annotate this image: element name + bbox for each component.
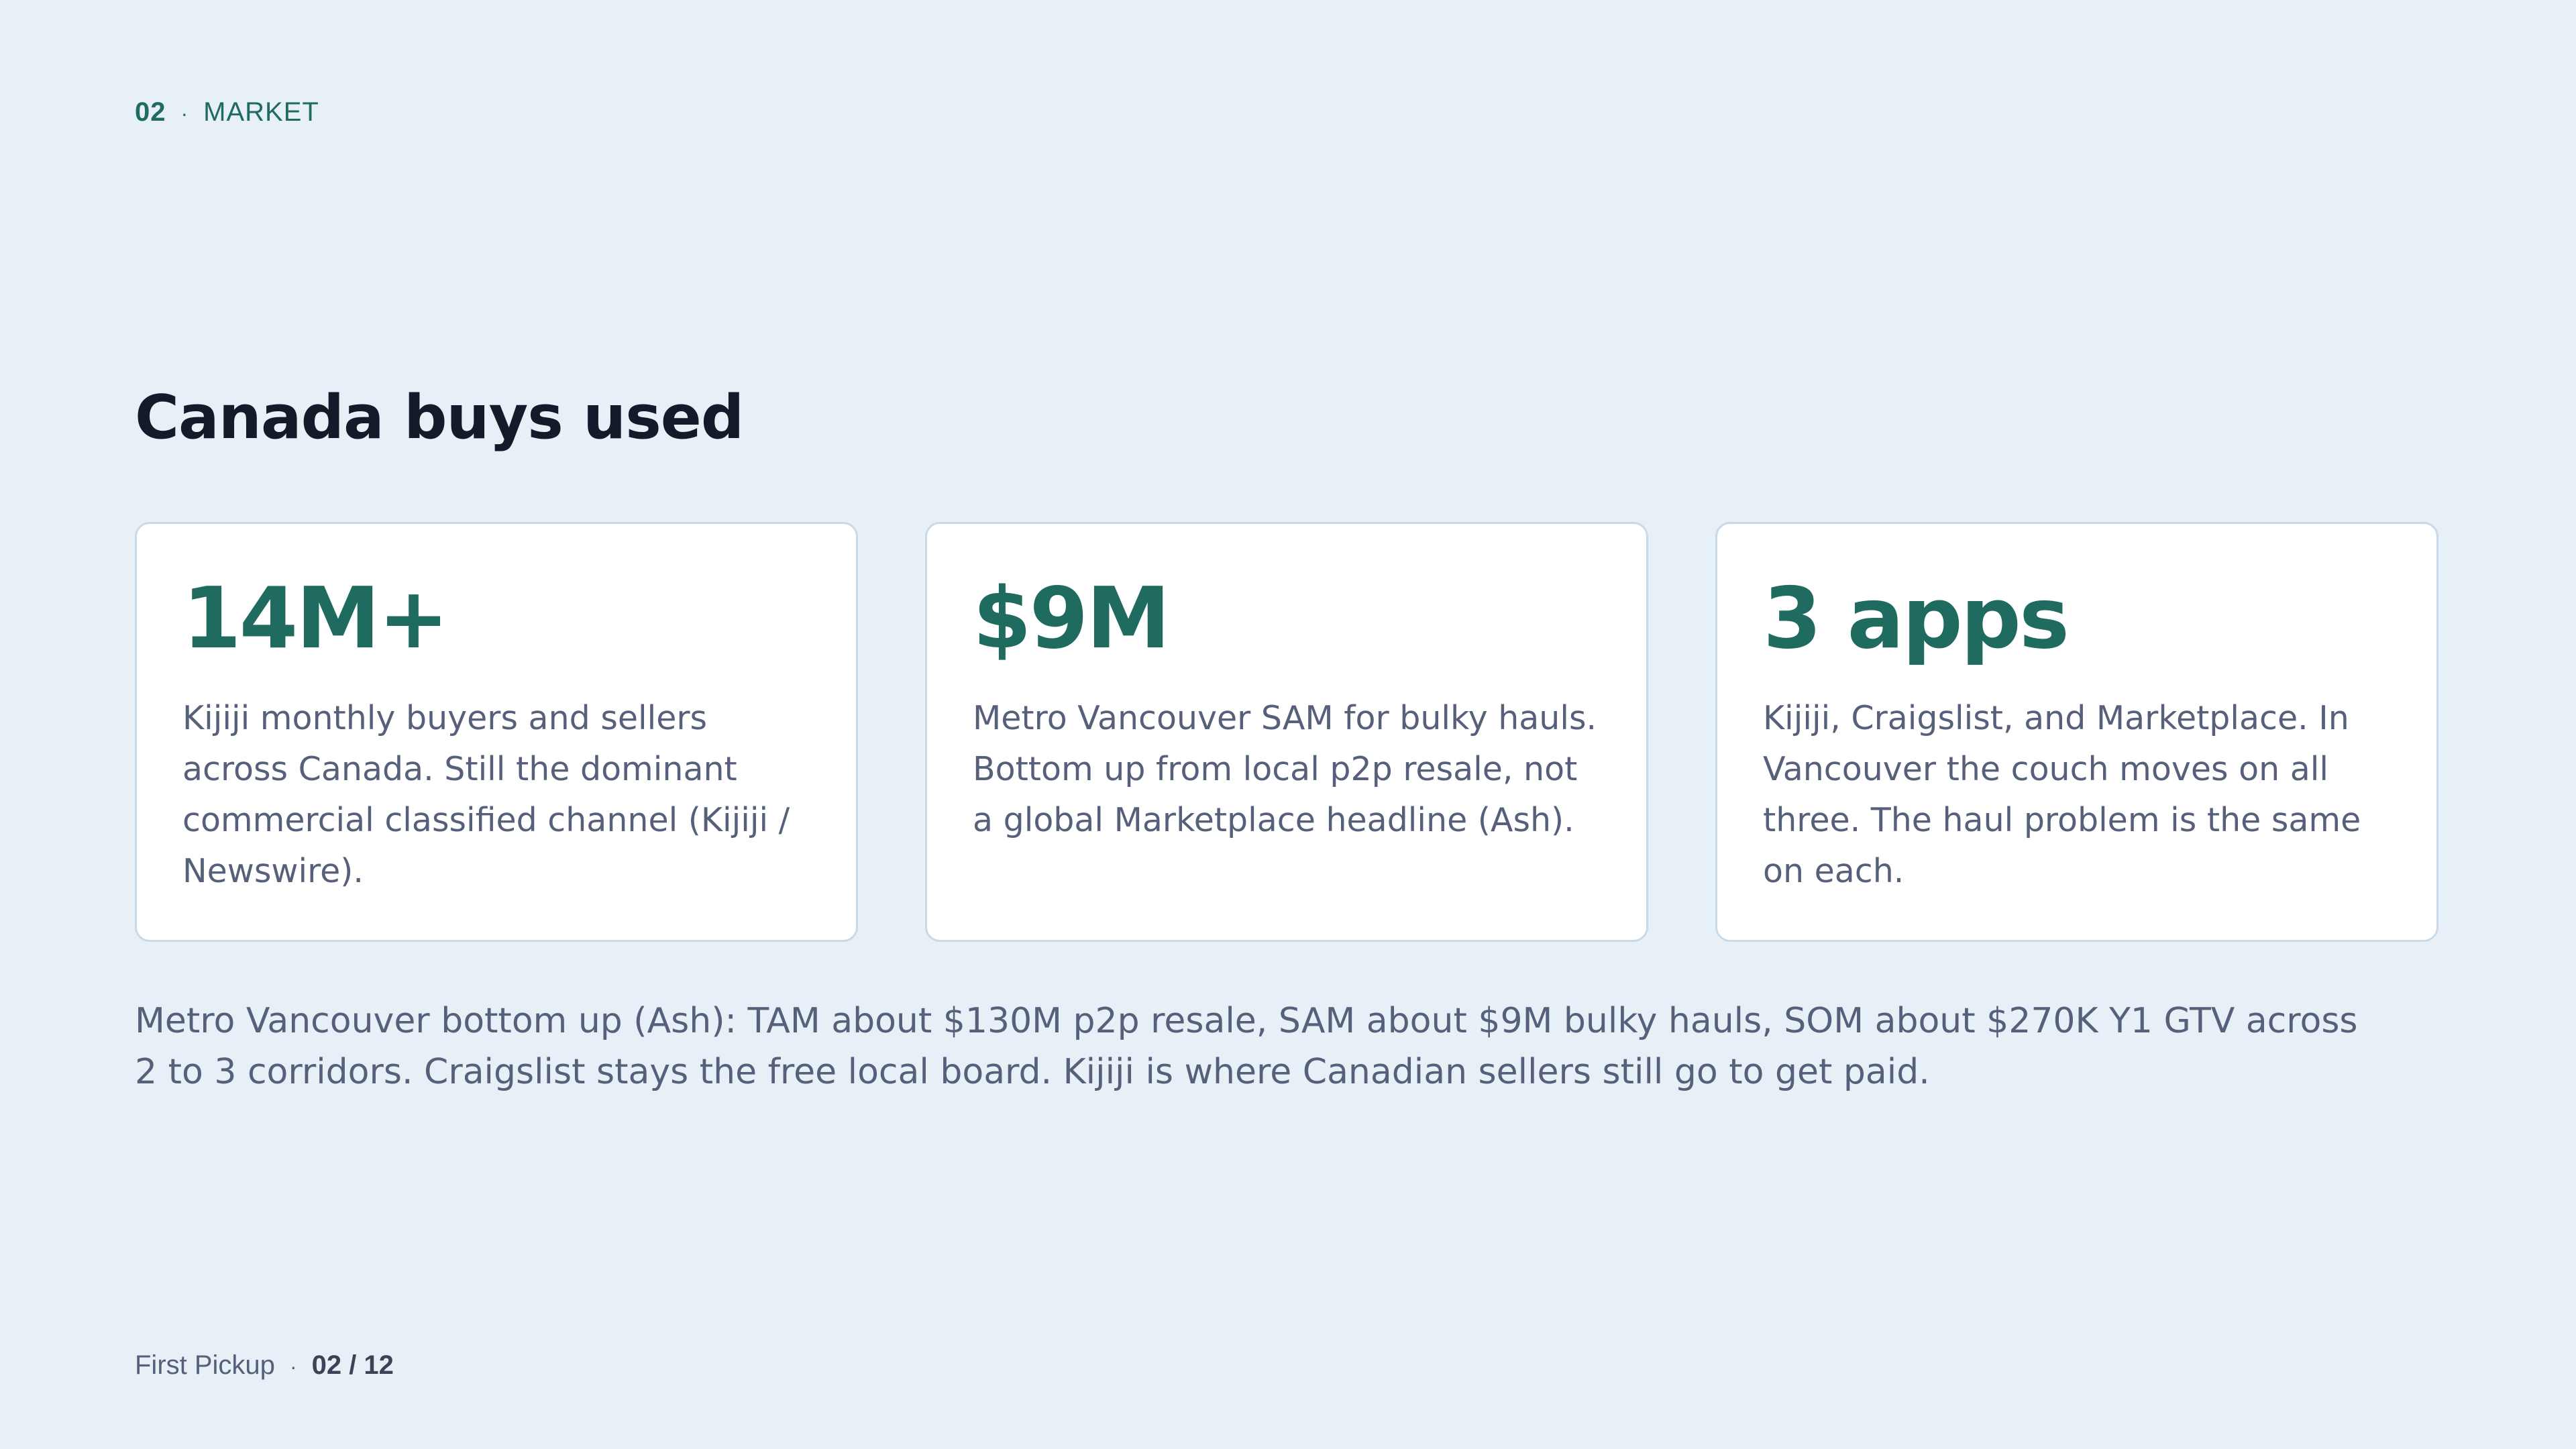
stat-card-apps: 3 apps Kijiji, Craigslist, and Marketpla… (1715, 522, 2438, 942)
stat-cards: 14M+ Kijiji monthly buyers and sellers a… (135, 522, 2441, 942)
section-label: MARKET (203, 97, 319, 127)
stat-card-kijiji-users: 14M+ Kijiji monthly buyers and sellers a… (135, 522, 858, 942)
stat-value: $9M (973, 569, 1171, 667)
slide-footer: First Pickup · 02 / 12 (135, 1350, 394, 1381)
page-number: 02 / 12 (311, 1350, 394, 1380)
stat-description: Kijiji, Craigslist, and Marketplace. In … (1763, 699, 2361, 890)
footer-brand: First Pickup (135, 1350, 275, 1380)
stat-value: 3 apps (1763, 569, 2070, 667)
stat-description: Metro Vancouver SAM for bulky hauls. Bot… (973, 699, 1597, 839)
stat-card-sam: $9M Metro Vancouver SAM for bulky hauls.… (925, 522, 1648, 942)
section-eyebrow: 02 · MARKET (135, 97, 319, 127)
market-summary: Metro Vancouver bottom up (Ash): TAM abo… (135, 1001, 2358, 1092)
eyebrow-separator: · (180, 101, 189, 125)
stat-value: 14M+ (182, 569, 449, 667)
section-number: 02 (135, 97, 166, 127)
footer-separator: · (289, 1354, 297, 1379)
slide-title: Canada buys used (135, 382, 744, 453)
stat-description: Kijiji monthly buyers and sellers across… (182, 699, 790, 890)
